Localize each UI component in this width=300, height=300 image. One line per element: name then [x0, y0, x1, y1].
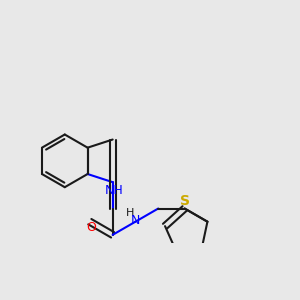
Text: N: N: [131, 214, 140, 226]
Text: S: S: [180, 194, 190, 208]
Text: NH: NH: [105, 184, 124, 197]
Text: O: O: [86, 221, 96, 234]
Text: H: H: [126, 208, 134, 218]
